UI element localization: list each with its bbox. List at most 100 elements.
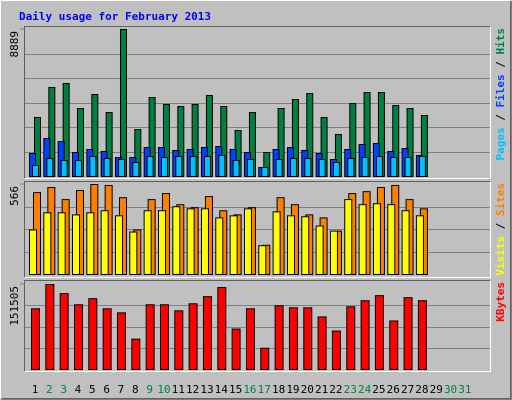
- x-tick-label: 15: [229, 383, 242, 396]
- bar: [132, 161, 140, 178]
- bar: [218, 154, 226, 177]
- panel-bevel: [24, 181, 491, 278]
- bar: [215, 217, 224, 275]
- chart-title: Daily usage for February 2013: [19, 10, 211, 23]
- bar: [175, 156, 183, 177]
- y-tick-label: 566: [8, 186, 21, 206]
- bar: [418, 156, 426, 177]
- bar: [159, 304, 169, 370]
- x-tick-label: 4: [75, 383, 82, 396]
- x-tick-label: 26: [387, 383, 400, 396]
- bar: [117, 158, 125, 178]
- bar: [202, 296, 212, 370]
- bar: [329, 230, 338, 275]
- x-tick-label: 25: [372, 383, 385, 396]
- bar: [331, 330, 341, 370]
- x-tick-label: 10: [157, 383, 170, 396]
- x-tick-label: 2: [46, 383, 53, 396]
- bar: [145, 304, 155, 370]
- x-tick-label: 8: [132, 383, 139, 396]
- bar: [45, 284, 55, 370]
- bar: [200, 208, 209, 276]
- panel-bevel: [24, 280, 491, 372]
- bar: [119, 29, 127, 177]
- bar: [401, 210, 410, 276]
- legend-entry: Files: [494, 74, 507, 107]
- bar: [89, 156, 97, 177]
- bar: [361, 156, 369, 178]
- bar: [289, 158, 297, 178]
- bar: [143, 210, 152, 276]
- bar: [275, 158, 283, 178]
- bar: [100, 210, 109, 276]
- legend-separator: /: [494, 216, 507, 236]
- x-tick-label: 5: [89, 383, 96, 396]
- bar: [360, 300, 370, 370]
- bar: [217, 287, 227, 371]
- bar: [131, 338, 141, 370]
- bar: [372, 203, 381, 275]
- bar: [317, 316, 327, 370]
- x-tick-label: 17: [258, 383, 271, 396]
- bar: [129, 231, 138, 276]
- bar: [188, 303, 198, 371]
- bar: [303, 307, 313, 371]
- bar: [114, 215, 123, 275]
- bar: [174, 310, 184, 370]
- x-tick-label: 24: [358, 383, 372, 396]
- x-tick-label: 23: [344, 383, 357, 396]
- bar: [172, 206, 181, 276]
- bar: [186, 208, 195, 276]
- legend-entry: Visits: [494, 236, 507, 276]
- bar: [288, 307, 298, 371]
- x-tick-label: 31: [458, 383, 471, 396]
- bar: [347, 158, 355, 178]
- x-tick-label: 3: [60, 383, 67, 396]
- bar: [46, 158, 54, 178]
- panel-bevel: [24, 26, 491, 179]
- bar: [272, 211, 281, 275]
- panel-bevel: [24, 26, 491, 179]
- bar: [260, 347, 270, 371]
- panel-bevel: [24, 181, 491, 278]
- legend: Pages / Files / Hits: [494, 28, 507, 161]
- bar: [71, 214, 80, 275]
- bar: [332, 161, 340, 178]
- bar: [229, 215, 238, 275]
- bar: [245, 308, 255, 370]
- bar: [403, 297, 413, 371]
- bar: [417, 300, 427, 370]
- x-tick-label: 19: [286, 383, 299, 396]
- x-tick-label: 29: [430, 383, 443, 396]
- x-tick-label: 6: [103, 383, 110, 396]
- bar: [74, 160, 82, 178]
- bar: [246, 158, 254, 178]
- bar: [102, 308, 112, 370]
- x-tick-label: 21: [315, 383, 328, 396]
- bar: [73, 304, 83, 370]
- x-tick-label: 22: [329, 383, 342, 396]
- bar: [243, 208, 252, 276]
- panel-bevel: [24, 280, 491, 372]
- bar: [160, 156, 168, 178]
- legend-separator: /: [494, 108, 507, 128]
- x-tick-label: 1: [32, 383, 39, 396]
- bar: [157, 210, 166, 276]
- bar: [346, 306, 356, 370]
- bar: [29, 229, 37, 276]
- bar: [60, 160, 68, 178]
- bar: [32, 165, 39, 178]
- bar: [415, 215, 424, 275]
- bar: [274, 305, 284, 371]
- x-tick-label: 11: [172, 383, 185, 396]
- bar: [203, 156, 211, 177]
- bar: [258, 245, 267, 276]
- bar: [389, 320, 399, 370]
- x-tick-label: 16: [243, 383, 256, 396]
- x-tick-label: 14: [215, 383, 229, 396]
- legend-entry: Pages: [494, 127, 507, 160]
- x-tick-label: 27: [401, 383, 414, 396]
- legend-entry: Sites: [494, 183, 507, 216]
